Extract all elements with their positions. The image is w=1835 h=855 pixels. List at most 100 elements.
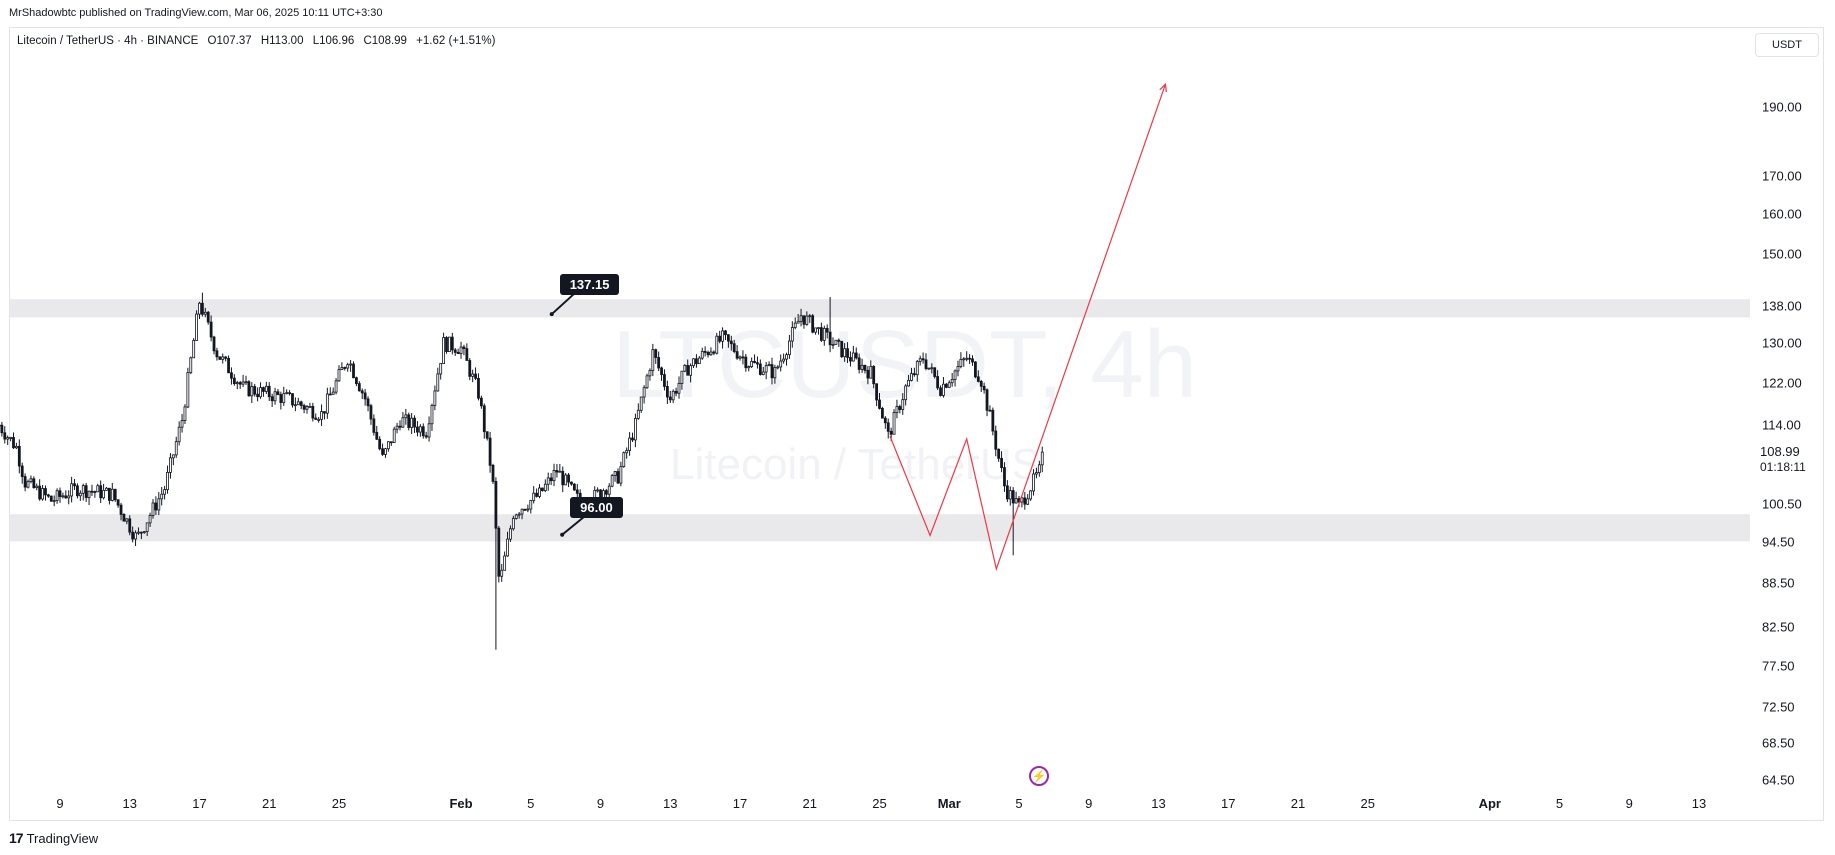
candle-body [645,375,649,389]
candle-body [956,366,960,372]
candle-body [102,489,105,499]
candle-body [477,377,480,399]
candle-body [697,357,701,365]
candle-body [29,478,33,483]
candle-body [407,414,411,428]
candle-body [700,350,704,359]
candle-body [511,518,515,530]
time-tick-label: 25 [1360,796,1375,811]
candle-body [52,500,56,502]
candle-body [837,339,841,342]
candle-body [924,359,928,369]
candle-body [883,417,887,424]
resistance-price-label[interactable]: 137.15 [559,274,620,296]
candle-body [410,417,414,428]
candle-body [372,418,376,433]
price-tick-label: 130.00 [1762,335,1802,351]
candle-body [154,502,158,511]
candle-body [398,425,402,428]
candle-body [474,373,477,379]
candle-body [898,406,902,410]
candle-body [340,367,344,371]
candle-body [148,515,152,524]
candle-body [17,445,21,467]
candle-body [337,369,341,382]
candle-body [915,361,919,376]
candle-body [357,383,361,392]
candle-body [950,379,954,384]
candle-body [276,391,280,395]
currency-button[interactable]: USDT [1755,33,1819,57]
candle-body [567,474,570,483]
candle-body [814,327,817,333]
price-axis[interactable]: 190.00 170.00 160.00 150.00 138.00 130.00 122.… [1752,27,1824,821]
candle-body [296,401,300,406]
candle-body [46,494,50,497]
candle-body [70,483,74,497]
candle-body [607,485,611,495]
candle-body [689,365,693,376]
label-pointer [561,515,585,536]
candle-body [1029,490,1033,500]
candle-body [139,531,143,534]
legend-low: L106.96 [312,35,355,47]
candle-body [41,488,44,500]
candle-body [105,487,108,491]
candle-body [128,518,132,533]
candle-body [790,327,794,342]
candle-body [1040,451,1044,466]
candle-body [811,315,815,333]
chart-frame[interactable] [9,27,1824,821]
candle-body [959,358,963,367]
candle-body [805,315,809,325]
candle-body [169,457,172,473]
candle-body [279,394,283,403]
support-price-label[interactable]: 96.00 [570,496,623,518]
footer-brand[interactable]: 17 TradingView [9,830,98,846]
candle-body [145,522,149,532]
candle-body [389,441,393,444]
candle-body [9,437,12,439]
legend-high: H113.00 [260,35,304,47]
candle-body [331,391,335,395]
label-pointer [551,293,575,315]
candle-body [549,477,553,482]
legend-symbol[interactable]: Litecoin / TetherUS · 4h · BINANCE [17,35,199,47]
price-tick-label: 72.50 [1762,699,1795,715]
time-tick-label: 13 [663,796,678,811]
lightning-icon[interactable]: ⚡ [1029,766,1049,786]
candle-body [134,532,137,540]
candle-body [262,387,265,392]
candle-body [192,340,196,359]
candle-body [386,441,390,450]
candle-body [468,360,472,377]
candle-body [535,492,538,497]
candle-body [561,470,565,486]
candle-body [1037,464,1041,474]
candle-body [509,528,512,540]
candle-body [0,424,4,434]
candle-body [218,356,222,360]
candle-body [291,393,294,406]
candle-body [724,330,727,336]
candle-body [1032,473,1035,492]
candle-body [968,357,971,360]
candle-body [293,404,297,407]
candle-body [343,367,347,369]
candle-body [96,485,100,493]
candle-body [209,321,213,338]
candle-body [108,487,111,501]
candle-body [857,357,861,370]
time-axis[interactable]: 9 13 17 21 25 Feb 5 9 13 17 21 25 Mar 5 9 13 17 21 25 Apr 5 9… [9,790,1752,818]
candle-body [927,367,931,370]
candle-body [785,354,788,360]
candle-body [625,450,629,454]
candle-body [738,356,742,359]
price-tick-label: 170.00 [1762,168,1802,184]
candle-body [113,488,117,501]
time-tick-label: 21 [1290,796,1306,811]
candle-body [311,406,315,419]
price-tick-label: 160.00 [1762,206,1802,222]
candle-body [200,302,204,315]
